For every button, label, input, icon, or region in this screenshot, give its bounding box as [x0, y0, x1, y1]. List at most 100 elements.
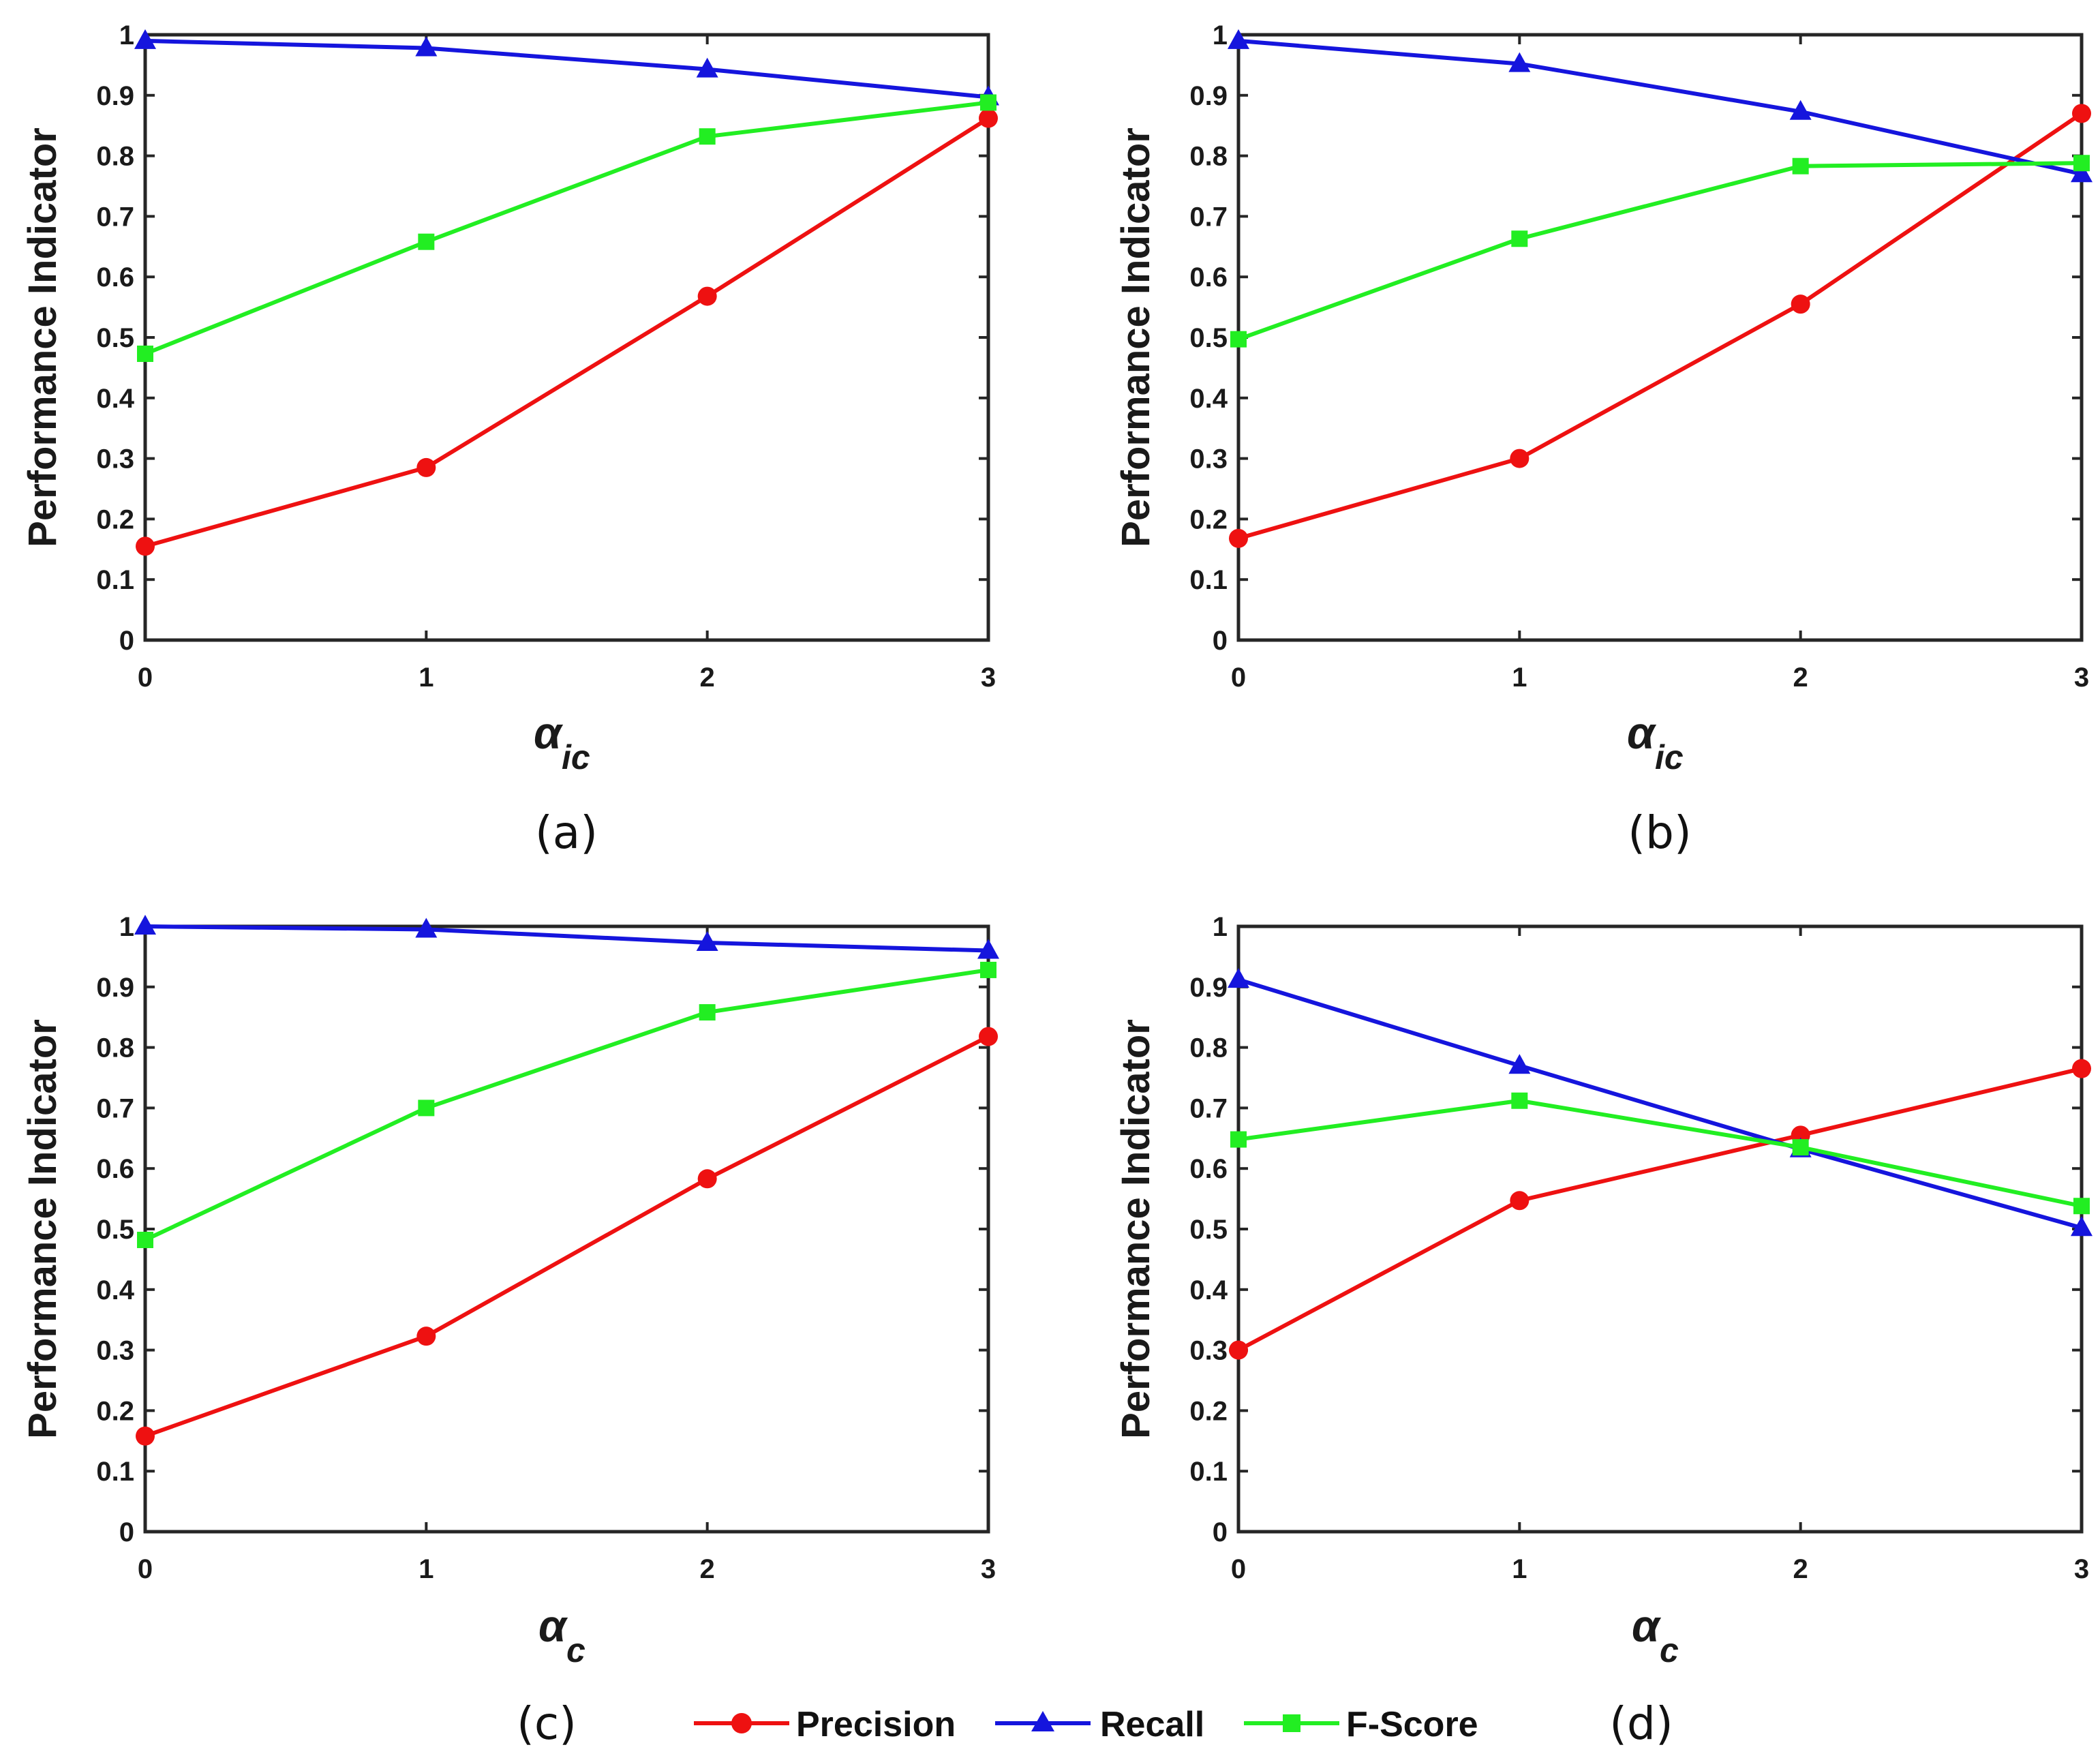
y-ticks-a: 0 0.1 0.2 0.3 0.4 0.5 0.6 0.7 0.8 0.9 1: [96, 20, 988, 656]
fscore-point-b: [1511, 230, 1528, 247]
fscore-line-d: [1238, 1098, 2082, 1209]
plot-frame-a: [143, 33, 990, 642]
recall-point-b: [1789, 100, 1812, 120]
legend-precision-label: Precision: [796, 1705, 956, 1744]
y-tick-label-c: 1: [119, 912, 134, 942]
fscore-point-b: [2073, 155, 2090, 172]
y-tick-label-c: 0.7: [96, 1093, 134, 1123]
x-tick-label-a: 3: [981, 663, 996, 693]
legend-fscore-label: F-Score: [1346, 1705, 1478, 1744]
y-axis-label-b: Performance Indicator: [1114, 127, 1158, 547]
y-tick-label-a: 0: [119, 626, 134, 656]
x-tick-label-b: 1: [1512, 663, 1527, 693]
x-tick-label-a: 1: [419, 663, 433, 693]
x-axis-label-a: αic: [534, 708, 590, 776]
y-axis-label-c: Performance Indicator: [20, 1019, 65, 1439]
legend-item-precision: Precision: [694, 1705, 956, 1744]
x-axis-label-c: αc: [538, 1601, 585, 1669]
precision-point-c: [697, 1169, 717, 1189]
y-ticks-b: 0 0.1 0.2 0.3 0.4 0.5 0.6 0.7 0.8 0.9 1: [1189, 20, 2082, 656]
precision-point-d: [1229, 1340, 1248, 1360]
y-tick-label-b: 0.4: [1189, 384, 1228, 414]
x-tick-label-b: 3: [2074, 663, 2089, 693]
y-tick-label-a: 0.7: [96, 202, 134, 232]
fscore-point-a: [699, 128, 716, 145]
recall-line-a: [144, 38, 989, 100]
series-a: [134, 29, 999, 556]
precision-point-b: [1229, 528, 1248, 548]
panel-d: 0 0.1 0.2 0.3 0.4 0.5 0.6 0.7 0.8 0.9 1 0 1 2 3 Perfo…: [1114, 912, 2093, 1750]
fscore-point-c: [980, 961, 996, 978]
precision-line-c: [144, 1034, 990, 1438]
recall-point-c: [696, 930, 718, 951]
x-tick-label-c: 0: [138, 1554, 153, 1584]
fscore-point-b: [1792, 157, 1809, 175]
y-tick-label-c: 0.4: [96, 1275, 134, 1305]
fscore-line-a: [144, 100, 989, 356]
y-tick-label-a: 0.6: [96, 262, 134, 292]
recall-point-a: [696, 57, 718, 78]
precision-line-a: [144, 117, 990, 549]
panel-label-a: (a): [535, 806, 598, 859]
fscore-point-c: [699, 1004, 716, 1021]
legend: Precision Recall F-Score: [694, 1705, 1478, 1744]
y-tick-label-d: 0: [1213, 1517, 1228, 1547]
x-tick-label-c: 2: [700, 1554, 715, 1584]
precision-point-b: [2072, 104, 2091, 123]
legend-fscore-marker: [1283, 1714, 1300, 1732]
x-tick-label-b: 2: [1793, 663, 1808, 693]
panel-label-d: (d): [1609, 1697, 1673, 1750]
y-tick-label-a: 0.8: [96, 142, 134, 172]
panel-b: 0 0.1 0.2 0.3 0.4 0.5 0.6 0.7 0.8 0.9 1 0 1 2 3 Perfo…: [1114, 20, 2093, 859]
y-tick-label-c: 0.2: [96, 1396, 134, 1426]
y-tick-label-b: 0.6: [1189, 262, 1228, 292]
precision-point-c: [136, 1426, 155, 1446]
recall-point-d: [2071, 1216, 2093, 1237]
legend-recall-label: Recall: [1100, 1705, 1204, 1744]
y-tick-label-c: 0.5: [96, 1215, 134, 1245]
precision-point-c: [416, 1327, 436, 1346]
recall-point-b: [1228, 29, 1249, 49]
fscore-point-d: [1230, 1131, 1247, 1148]
y-tick-label-c: 0.9: [96, 973, 134, 1003]
y-tick-label-d: 0.9: [1189, 973, 1228, 1003]
panel-c: 0 0.1 0.2 0.3 0.4 0.5 0.6 0.7 0.8 0.9 1 0 1 2 3 Perfo…: [20, 912, 999, 1750]
x-tick-label-c: 3: [981, 1554, 996, 1584]
x-tick-label-d: 0: [1231, 1554, 1246, 1584]
y-tick-label-a: 0.5: [96, 323, 134, 353]
panel-a: 0 0.1 0.2 0.3 0.4 0.5 0.6 0.7 0.8 0.9 1 0 1 2 3 Perfo…: [20, 20, 999, 859]
x-tick-label-d: 3: [2074, 1554, 2089, 1584]
precision-point-b: [1791, 294, 1810, 314]
precision-point-a: [136, 536, 155, 556]
recall-point-b: [1508, 52, 1531, 72]
recall-point-c: [977, 939, 999, 959]
y-tick-label-a: 1: [119, 20, 134, 50]
y-ticks-d: 0 0.1 0.2 0.3 0.4 0.5 0.6 0.7 0.8 0.9 1: [1189, 912, 2082, 1547]
y-tick-label-d: 0.1: [1189, 1457, 1228, 1487]
legend-item-recall: Recall: [995, 1705, 1204, 1744]
precision-point-a: [697, 286, 717, 306]
y-tick-label-b: 0.1: [1189, 565, 1228, 595]
legend-precision-marker: [731, 1713, 752, 1733]
y-tick-label-d: 1: [1213, 912, 1228, 942]
x-tick-label-b: 0: [1231, 663, 1246, 693]
precision-line-b: [1238, 111, 2083, 541]
legend-recall-marker: [1031, 1711, 1054, 1731]
recall-point-a: [134, 29, 156, 49]
x-tick-label-d: 1: [1512, 1554, 1527, 1584]
x-ticks-c: 0 1 2 3: [138, 926, 996, 1584]
y-tick-label-d: 0.7: [1189, 1093, 1228, 1123]
y-tick-label-a: 0.1: [96, 565, 134, 595]
legend-item-fscore: F-Score: [1244, 1705, 1478, 1744]
y-tick-label-a: 0.3: [96, 444, 134, 474]
y-tick-label-a: 0.4: [96, 384, 134, 414]
fscore-line-c: [144, 967, 989, 1242]
x-ticks-a: 0 1 2 3: [138, 35, 996, 693]
recall-line-d: [1238, 977, 2082, 1230]
recall-line-b: [1238, 38, 2082, 177]
plot-frame-c: [143, 924, 990, 1534]
y-tick-label-d: 0.4: [1189, 1275, 1228, 1305]
fscore-point-a: [137, 345, 153, 362]
recall-point-d: [1508, 1054, 1531, 1074]
